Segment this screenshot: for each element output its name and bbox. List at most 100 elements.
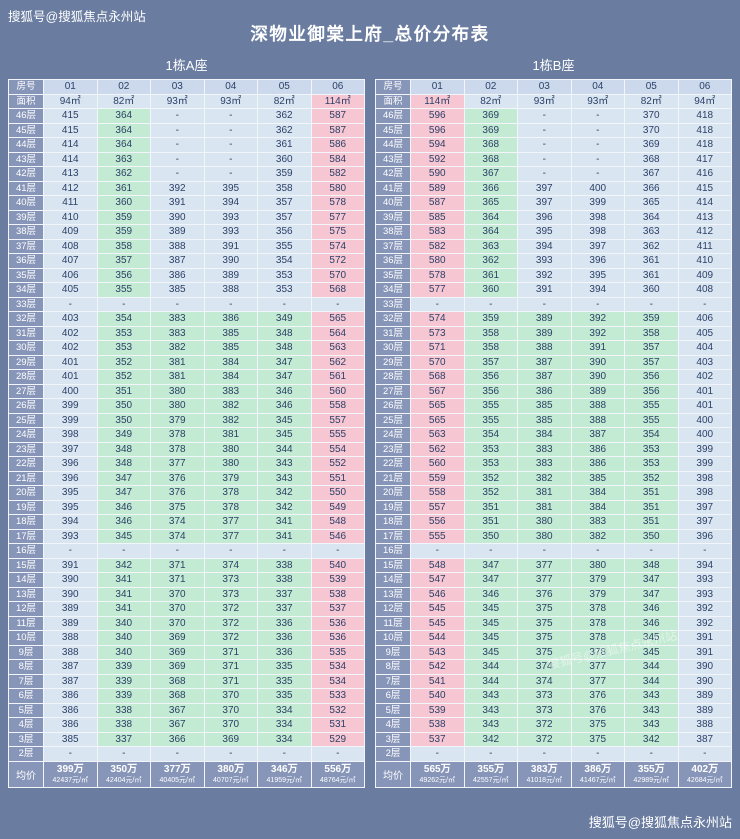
- price-cell: 390: [203, 253, 258, 269]
- table-row: 9层 388 340 369 371 336 535: [8, 644, 365, 660]
- table-row: 29层 570 357 387 390 357 403: [375, 354, 732, 370]
- price-cell: 337: [257, 601, 312, 617]
- price-cell: 402: [677, 369, 732, 385]
- dash-cell: -: [624, 746, 679, 762]
- dash-cell: -: [203, 108, 258, 124]
- dash-cell: -: [463, 746, 518, 762]
- price-cell: 395: [570, 267, 625, 283]
- avg-unit-price: 42684元/㎡: [687, 776, 723, 784]
- price-cell: 366: [463, 180, 518, 196]
- price-cell: 371: [150, 572, 205, 588]
- price-cell: 373: [517, 702, 572, 718]
- price-cell: 367: [624, 166, 679, 182]
- price-cell: 395: [517, 224, 572, 240]
- price-cell: 334: [257, 717, 312, 733]
- price-cell: 386: [43, 702, 98, 718]
- price-cell: 406: [43, 267, 98, 283]
- avg-unit-price: 40405元/㎡: [159, 776, 195, 784]
- price-cell: 344: [624, 659, 679, 675]
- floor-label-cell: 25层: [375, 412, 411, 428]
- price-cell: 397: [677, 499, 732, 515]
- price-cell: 555: [310, 427, 365, 443]
- table-row: 35层 406 356 386 389 353 570: [8, 267, 365, 283]
- price-cell: 531: [310, 717, 365, 733]
- dash-cell: -: [150, 137, 205, 153]
- price-cell: 374: [150, 528, 205, 544]
- floor-label-cell: 31层: [375, 325, 411, 341]
- dash-cell: -: [624, 543, 679, 559]
- price-cell: 400: [570, 180, 625, 196]
- price-cell: 384: [203, 369, 258, 385]
- price-cell: 390: [677, 659, 732, 675]
- price-cell: 336: [257, 644, 312, 660]
- price-cell: 534: [310, 673, 365, 689]
- price-cell: 377: [203, 514, 258, 530]
- price-cell: 391: [677, 644, 732, 660]
- avg-total-price: 355万: [477, 763, 505, 775]
- price-cell: 368: [463, 151, 518, 167]
- table-row: 40层 587 365 397 399 365 414: [375, 195, 732, 211]
- price-cell: 336: [257, 615, 312, 631]
- dash-cell: -: [517, 166, 572, 182]
- dash-cell: -: [570, 746, 625, 762]
- price-cell: 367: [150, 717, 205, 733]
- floor-label-cell: 29层: [8, 354, 44, 370]
- floor-label-cell: 11层: [8, 615, 44, 631]
- table-row: 24层 398 349 378 381 345 555: [8, 427, 365, 443]
- price-cell: 339: [96, 659, 151, 675]
- price-cell: 406: [677, 311, 732, 327]
- room-number-cell: 02: [463, 79, 518, 95]
- floor-label-cell: 29层: [375, 354, 411, 370]
- price-cell: 361: [624, 267, 679, 283]
- price-cell: 409: [677, 267, 732, 283]
- price-cell: 378: [570, 601, 625, 617]
- price-cell: 556: [410, 514, 465, 530]
- table-row: 42层 413 362- -359 582: [8, 166, 365, 182]
- dash-cell: -: [96, 296, 151, 312]
- price-cell: 387: [43, 659, 98, 675]
- price-cell: 380: [517, 528, 572, 544]
- dash-cell: -: [677, 543, 732, 559]
- price-cell: 378: [150, 427, 205, 443]
- dash-cell: -: [96, 543, 151, 559]
- table-row: 4层 386 338 367 370 334 531: [8, 717, 365, 733]
- price-cell: 373: [203, 572, 258, 588]
- floor-label-cell: 40层: [8, 195, 44, 211]
- dash-cell: -: [570, 108, 625, 124]
- price-cell: 356: [463, 369, 518, 385]
- price-cell: 388: [517, 340, 572, 356]
- table-row: 11层 389 340 370 372 336 536: [8, 615, 365, 631]
- price-cell: 369: [203, 731, 258, 747]
- avg-total-price: 399万: [56, 763, 84, 775]
- price-cell: 395: [43, 499, 98, 515]
- dash-cell: -: [150, 746, 205, 762]
- avg-price-cell: 565万 49262元/㎡: [410, 760, 465, 788]
- price-cell: 405: [43, 282, 98, 298]
- price-cell: 363: [96, 151, 151, 167]
- price-cell: 343: [463, 717, 518, 733]
- price-cell: 341: [96, 572, 151, 588]
- price-cell: 346: [257, 383, 312, 399]
- price-cell: 348: [257, 340, 312, 356]
- dash-cell: -: [203, 166, 258, 182]
- price-cell: 392: [570, 311, 625, 327]
- price-cell: 348: [624, 557, 679, 573]
- price-cell: 358: [463, 340, 518, 356]
- price-cell: 358: [257, 180, 312, 196]
- price-cell: 570: [310, 267, 365, 283]
- price-cell: 384: [203, 354, 258, 370]
- avg-total-price: 556万: [324, 763, 352, 775]
- price-cell: 385: [517, 412, 572, 428]
- price-cell: 370: [150, 615, 205, 631]
- price-cell: 575: [310, 224, 365, 240]
- price-cell: 372: [517, 731, 572, 747]
- price-cell: 536: [310, 615, 365, 631]
- area-cell: 93㎡: [150, 93, 205, 109]
- price-cell: 388: [570, 412, 625, 428]
- table-row: 28层 568 356 387 390 356 402: [375, 369, 732, 385]
- table-row: 19层 395 346 375 378 342 549: [8, 499, 365, 515]
- price-cell: 534: [310, 659, 365, 675]
- price-cell: 343: [257, 456, 312, 472]
- price-cell: 381: [203, 427, 258, 443]
